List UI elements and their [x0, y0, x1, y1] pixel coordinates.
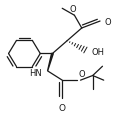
Text: OH: OH — [92, 47, 105, 56]
Text: HN: HN — [29, 68, 41, 77]
Text: O: O — [70, 5, 76, 14]
Text: O: O — [59, 103, 66, 112]
Text: O: O — [105, 17, 112, 26]
Polygon shape — [48, 54, 53, 71]
Text: O: O — [78, 69, 85, 78]
